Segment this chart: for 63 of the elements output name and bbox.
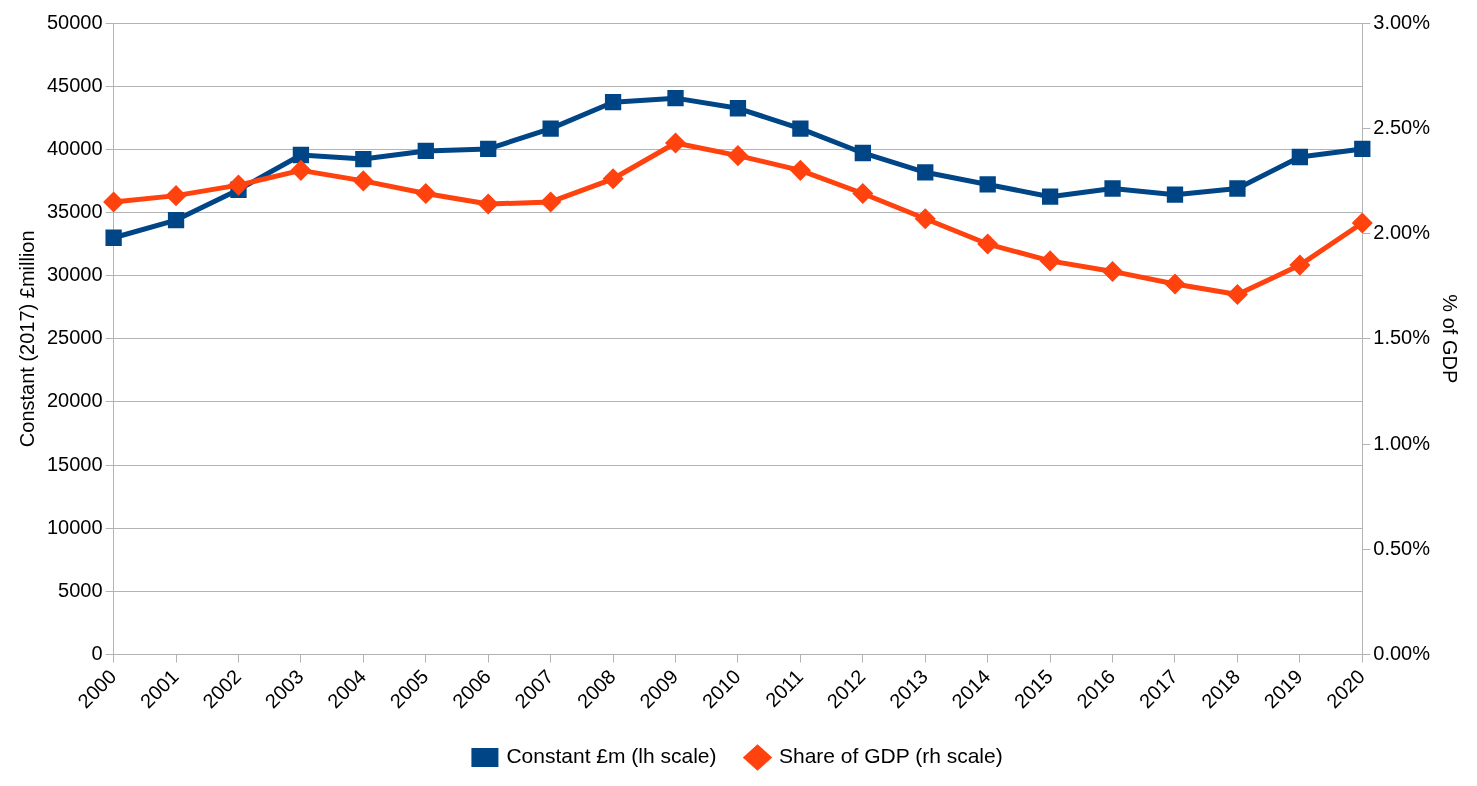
point — [541, 192, 561, 212]
y-tick-label: 5000 — [58, 578, 103, 601]
y2-tick-label: 0.50% — [1373, 536, 1431, 559]
point — [1041, 188, 1059, 205]
point — [1103, 261, 1123, 281]
point — [1104, 180, 1121, 197]
point — [167, 211, 185, 229]
y-tick-label: 15000 — [46, 452, 103, 475]
y-tick-label: 35000 — [46, 199, 103, 222]
point — [478, 194, 498, 214]
point — [728, 146, 748, 166]
legend-label: Constant £m (lh scale) — [506, 744, 717, 768]
y-tick-label: 10000 — [46, 515, 103, 538]
point — [1040, 251, 1060, 271]
point — [667, 90, 684, 107]
point — [417, 142, 434, 160]
point — [292, 146, 310, 164]
point — [480, 140, 497, 158]
point — [1354, 140, 1371, 158]
y-tick-label: 50000 — [46, 10, 103, 33]
point — [604, 94, 622, 111]
y-tick-label: 45000 — [46, 73, 103, 96]
point — [416, 184, 436, 204]
point — [854, 144, 871, 162]
y2-tick-label: 0.00% — [1373, 642, 1431, 665]
point — [853, 184, 873, 204]
legend-label: Share of GDP (rh scale) — [779, 744, 1003, 768]
point — [355, 150, 372, 168]
y-axis-title: Constant (2017) £million — [15, 230, 38, 448]
point — [105, 229, 122, 246]
point — [1227, 285, 1247, 305]
point — [915, 209, 935, 229]
point — [228, 175, 248, 195]
y2-tick-label: 2.00% — [1373, 221, 1431, 244]
point — [979, 176, 996, 193]
point — [1229, 180, 1246, 197]
point — [542, 120, 559, 137]
point — [1290, 255, 1310, 275]
y-tick-label: 20000 — [46, 389, 103, 412]
point — [978, 234, 998, 254]
point — [790, 160, 810, 180]
point — [1166, 186, 1184, 203]
point — [104, 192, 124, 212]
y2-tick-label: 1.00% — [1373, 431, 1431, 454]
point — [1165, 274, 1185, 294]
point — [291, 160, 311, 180]
point — [166, 186, 186, 206]
y-tick-label: 25000 — [46, 326, 103, 349]
y-tick-label: 0 — [91, 642, 103, 665]
y-tick-label: 40000 — [46, 136, 103, 159]
point — [353, 171, 373, 191]
point — [792, 120, 809, 137]
y2-axis-title: % of GDP — [1439, 294, 1462, 384]
y-tick-label: 30000 — [46, 263, 103, 286]
point — [729, 100, 747, 117]
point — [1291, 148, 1309, 166]
point — [666, 133, 686, 153]
point — [1352, 213, 1372, 233]
y2-tick-label: 2.50% — [1373, 115, 1431, 138]
point — [603, 169, 623, 189]
y2-tick-label: 1.50% — [1373, 326, 1431, 349]
y2-tick-label: 3.00% — [1373, 10, 1431, 33]
point — [917, 164, 934, 181]
